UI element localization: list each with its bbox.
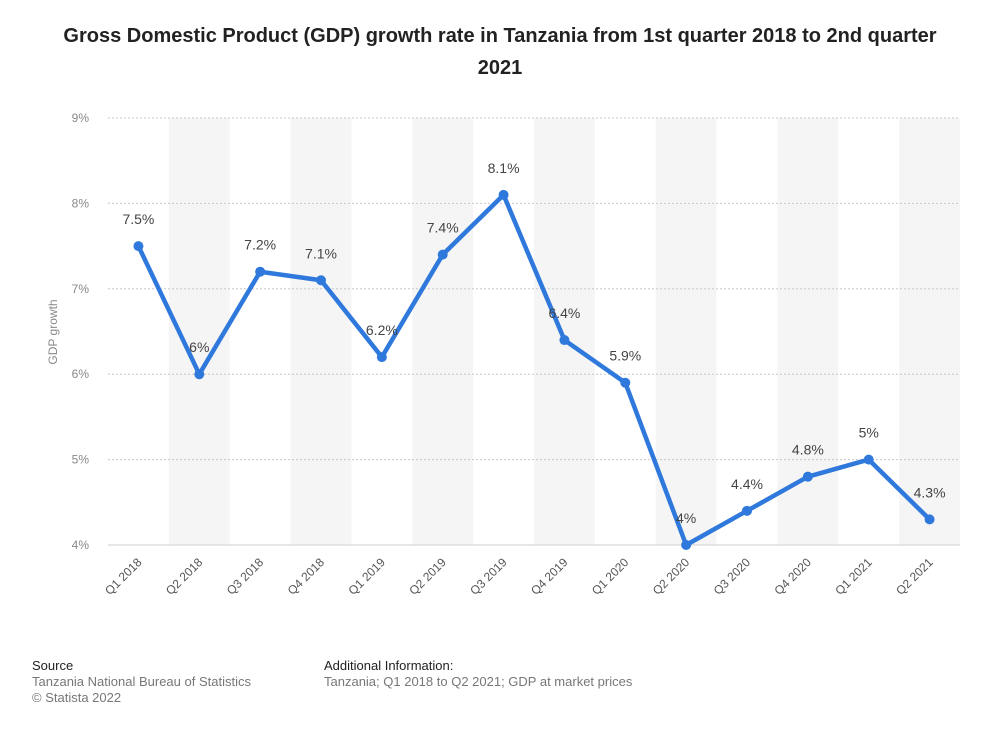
source-line-2: © Statista 2022	[32, 690, 122, 705]
data-label: 7.1%	[305, 245, 337, 261]
data-point	[376, 352, 387, 363]
x-tick-labels: Q1 2018 Q2 2018 Q3 2018 Q4 2018 Q1 2019 Q2 20…	[102, 555, 936, 598]
x-tick-label: Q1 2019	[346, 555, 389, 598]
data-label: 7.2%	[244, 237, 276, 253]
data-label: 4%	[676, 510, 696, 526]
data-label: 7.5%	[122, 211, 154, 227]
y-tick-label: 7%	[72, 282, 90, 296]
additional-info-heading: Additional Information:	[324, 658, 454, 673]
data-label: 6.4%	[548, 305, 580, 321]
data-point	[437, 249, 448, 260]
data-label: 8.1%	[488, 160, 520, 176]
data-label: 4.4%	[731, 476, 763, 492]
x-tick-label: Q4 2020	[772, 555, 815, 598]
data-point	[742, 505, 752, 516]
data-point	[133, 241, 144, 252]
data-labels: 7.5% 6% 7.2% 7.1% 6.2% 7.4% 8.1% 6.4% 5.9% 4% 4.4%…	[122, 160, 945, 526]
series-line	[136, 192, 932, 548]
x-tick-label: Q2 2019	[406, 555, 449, 598]
y-axis-label: GDP growth	[46, 299, 60, 364]
additional-info-block: Additional Information: Tanzania; Q1 201…	[324, 658, 632, 690]
x-tick-label: Q3 2018	[224, 555, 267, 598]
x-tick-label: Q1 2018	[102, 555, 145, 598]
source-line-1: Tanzania National Bureau of Statistics	[32, 674, 251, 689]
data-point	[802, 471, 813, 482]
y-tick-label: 4%	[72, 538, 90, 552]
data-point	[498, 189, 509, 200]
x-tick-label: Q2 2020	[650, 555, 693, 598]
column-band	[412, 118, 474, 545]
data-label: 6%	[189, 339, 209, 355]
data-label: 5%	[859, 425, 879, 441]
chart-title: Gross Domestic Product (GDP) growth rate…	[63, 25, 937, 79]
data-point	[620, 377, 631, 388]
data-point	[863, 454, 874, 465]
data-label: 7.4%	[427, 220, 459, 236]
x-tick-label: Q4 2019	[528, 555, 571, 598]
column-band	[899, 118, 960, 545]
series-line-group	[136, 192, 932, 548]
additional-info-text: Tanzania; Q1 2018 to Q2 2021; GDP at mar…	[324, 674, 633, 689]
column-band	[534, 118, 595, 545]
x-tick-label: Q2 2018	[163, 555, 206, 598]
data-point	[194, 369, 205, 380]
data-point	[316, 275, 326, 286]
data-points	[133, 189, 935, 550]
column-band	[290, 118, 352, 545]
y-tick-label: 6%	[72, 367, 90, 381]
data-point	[681, 540, 692, 550]
y-tick-label: 8%	[72, 196, 90, 210]
source-heading: Source	[32, 658, 74, 673]
x-tick-label: Q2 2021	[893, 555, 936, 598]
data-label: 4.3%	[914, 484, 946, 500]
y-tick-labels: 4% 5% 6% 7% 8% 9%	[72, 111, 90, 552]
x-tick-label: Q1 2020	[589, 555, 632, 598]
x-tick-label: Q4 2018	[285, 555, 328, 598]
source-block: Source Tanzania National Bureau of Stati…	[32, 658, 251, 706]
data-label: 5.9%	[609, 348, 641, 364]
data-label: 6.2%	[366, 322, 398, 338]
data-point	[255, 266, 266, 277]
column-band	[655, 118, 717, 545]
data-point	[559, 335, 570, 346]
x-tick-label: Q3 2019	[467, 555, 510, 598]
x-tick-label: Q1 2021	[832, 555, 875, 598]
y-tick-label: 9%	[72, 111, 90, 125]
data-point	[924, 514, 935, 525]
data-label: 4.8%	[792, 442, 824, 458]
x-tick-label: Q3 2020	[711, 555, 754, 598]
y-tick-label: 5%	[72, 453, 90, 467]
column-bands	[168, 118, 960, 545]
